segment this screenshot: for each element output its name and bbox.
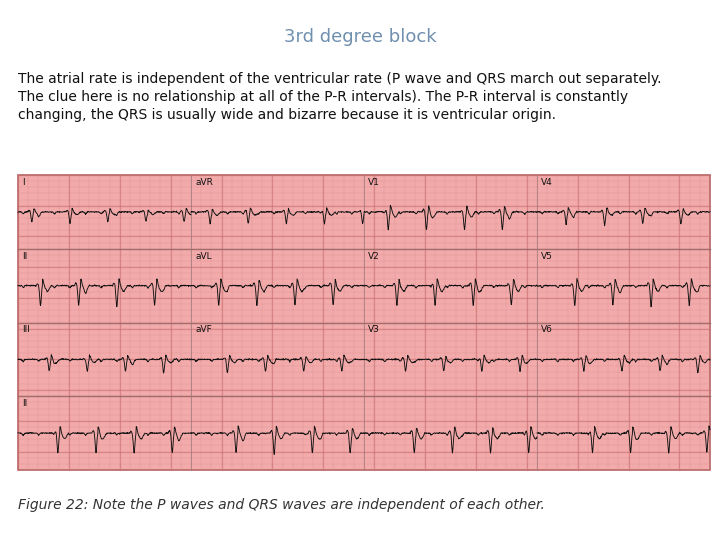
Text: III: III [22, 326, 30, 334]
Text: aVL: aVL [195, 252, 212, 261]
Text: aVR: aVR [195, 178, 213, 187]
Text: The clue here is no relationship at all of the P-R intervals). The P-R interval : The clue here is no relationship at all … [18, 90, 628, 104]
Text: I: I [22, 178, 24, 187]
Text: Figure 22: Note the P waves and QRS waves are independent of each other.: Figure 22: Note the P waves and QRS wave… [18, 498, 545, 512]
Text: aVF: aVF [195, 326, 212, 334]
Text: V4: V4 [541, 178, 553, 187]
Text: V5: V5 [541, 252, 553, 261]
Text: The atrial rate is independent of the ventricular rate (P wave and QRS march out: The atrial rate is independent of the ve… [18, 72, 662, 86]
Text: II: II [22, 399, 27, 408]
Text: II: II [22, 252, 27, 261]
Bar [18, 175, 710, 470]
Text: 3rd degree block: 3rd degree block [284, 28, 436, 46]
Text: V3: V3 [368, 326, 380, 334]
Text: V6: V6 [541, 326, 553, 334]
Text: V2: V2 [368, 252, 379, 261]
Text: V1: V1 [368, 178, 380, 187]
Text: changing, the QRS is usually wide and bizarre because it is ventricular origin.: changing, the QRS is usually wide and bi… [18, 108, 556, 122]
